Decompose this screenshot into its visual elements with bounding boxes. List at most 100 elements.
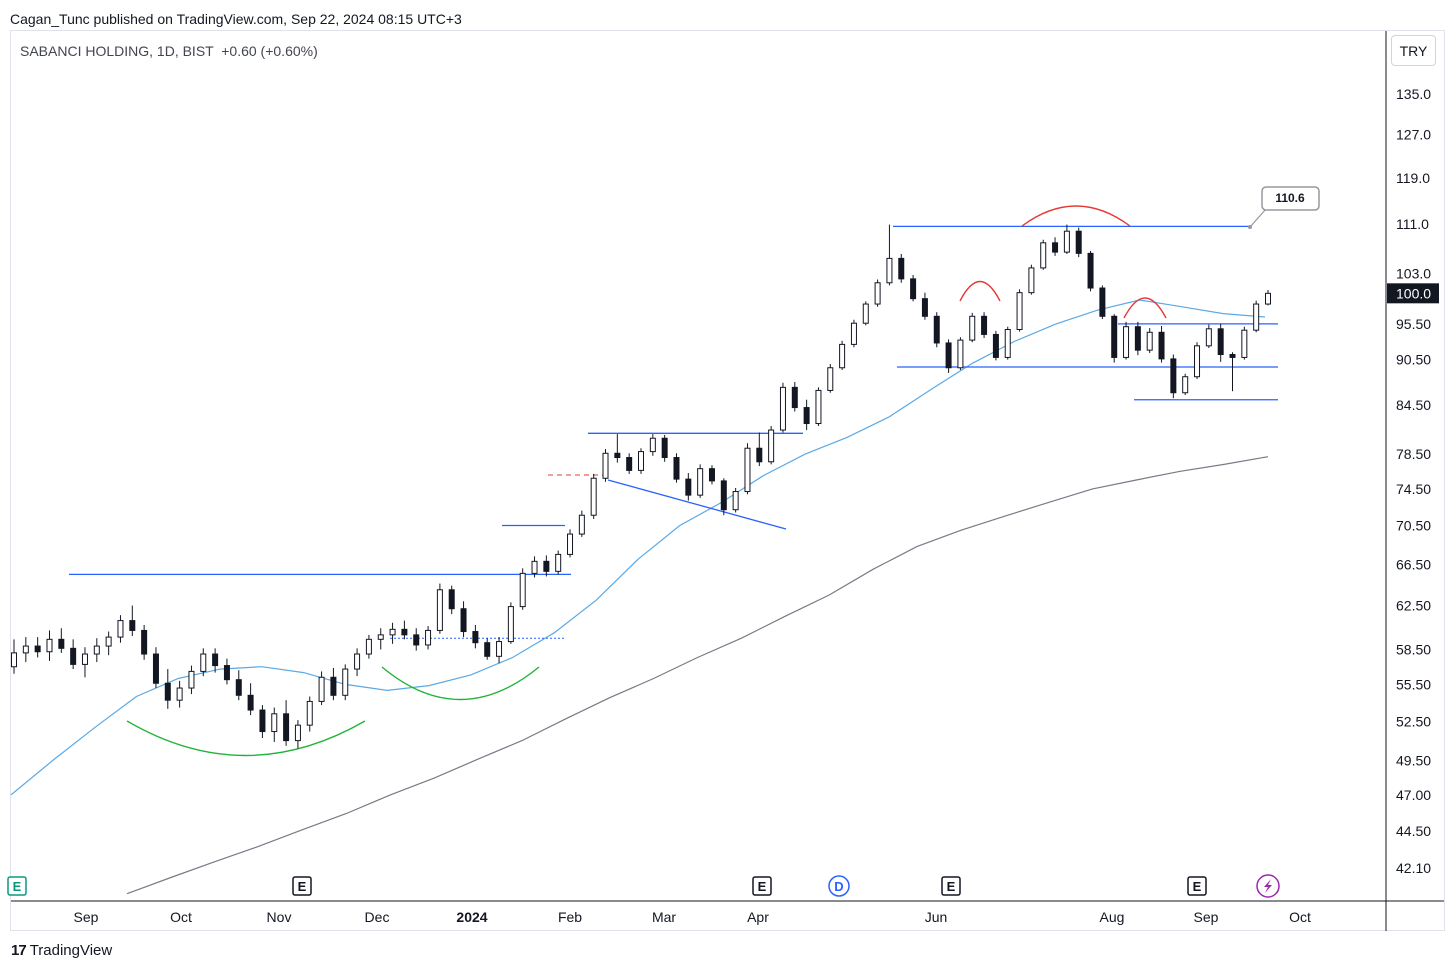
dividend-marker-label: D — [834, 879, 843, 894]
callout-pointer — [1249, 208, 1267, 228]
brand-name: TradingView — [29, 942, 113, 959]
earnings-marker-label: E — [947, 879, 956, 894]
last-price-label: 100.0 — [1396, 285, 1431, 301]
y-tick-label: 62.50 — [1396, 598, 1431, 614]
y-tick-label: 52.50 — [1396, 713, 1431, 729]
candle-body — [1182, 376, 1189, 394]
candle-body — [1205, 328, 1212, 347]
tradingview-brand[interactable]: 17 TradingView — [11, 942, 112, 959]
y-tick-label: 66.50 — [1396, 556, 1431, 572]
price-callout-box — [1261, 186, 1320, 211]
candle-body — [507, 606, 514, 643]
candle-body — [1217, 328, 1224, 356]
candle-body — [555, 553, 562, 572]
currency-button[interactable]: TRY — [1391, 35, 1436, 66]
candle-body — [862, 303, 869, 324]
candle-body — [401, 628, 408, 636]
y-tick-label: 49.50 — [1396, 752, 1431, 768]
x-tick-label: Jun — [925, 909, 948, 925]
candle-body — [649, 437, 656, 453]
candle-body — [578, 514, 585, 535]
symbol-legend[interactable]: SABANCI HOLDING, 1D, BIST +0.60 (+0.60%) — [20, 43, 318, 59]
candle-body — [590, 477, 597, 516]
candle-body — [46, 638, 53, 653]
candle-body — [1158, 331, 1165, 360]
candle-body — [1004, 328, 1011, 358]
earnings-marker-icon[interactable] — [752, 876, 772, 896]
candle-body — [448, 589, 455, 610]
y-tick-label: 78.50 — [1396, 446, 1431, 462]
y-tick-label: 135.0 — [1396, 86, 1431, 102]
chart-frame — [10, 30, 1445, 931]
candle-body — [756, 447, 763, 463]
x-tick-label: Apr — [747, 909, 769, 925]
candle-body — [81, 653, 88, 665]
candle-body — [1063, 230, 1070, 253]
candle-body — [1052, 242, 1059, 253]
candle-body — [567, 533, 574, 555]
candle-body — [354, 653, 361, 670]
earnings-marker-icon[interactable] — [1187, 876, 1207, 896]
x-tick-label: Feb — [558, 909, 582, 925]
candle-body — [129, 620, 136, 631]
candle-body — [1087, 252, 1094, 289]
candle-body — [708, 468, 715, 482]
candle-body — [626, 457, 633, 471]
candle-body — [141, 629, 148, 655]
candle-body — [271, 713, 278, 733]
candle-body — [484, 642, 491, 657]
candle-body — [11, 652, 17, 668]
lightning-bolt-icon — [1264, 879, 1272, 893]
price-callout-label: 110.6 — [1275, 191, 1305, 205]
candle-body — [1241, 329, 1248, 358]
earnings-marker-label: E — [13, 879, 22, 894]
y-tick-label: 44.50 — [1396, 823, 1431, 839]
y-tick-label: 58.50 — [1396, 641, 1431, 657]
y-tick-label: 42.10 — [1396, 860, 1431, 876]
candle-body — [1194, 345, 1201, 378]
candle-body — [223, 665, 230, 681]
y-tick-label: 84.50 — [1396, 397, 1431, 413]
x-tick-label: Aug — [1100, 909, 1125, 925]
candle-body — [732, 491, 739, 511]
candle-body — [685, 478, 692, 496]
x-tick-label: Oct — [170, 909, 192, 925]
candle-body — [697, 468, 704, 496]
ma-short-line — [10, 299, 1266, 796]
candle-body — [413, 634, 420, 646]
flag-bottom-line — [607, 479, 787, 530]
x-tick-label: 2024 — [456, 909, 487, 925]
y-tick-label: 47.00 — [1396, 787, 1431, 803]
candle-body — [212, 653, 219, 667]
candle-body — [874, 282, 881, 305]
tradingview-logo-icon: 17 — [11, 942, 27, 959]
rounded-bottom-arc — [126, 720, 366, 757]
candle-body — [164, 682, 171, 701]
candle-body — [283, 713, 290, 742]
candle-body — [365, 638, 372, 655]
earnings-marker-label: E — [1193, 879, 1202, 894]
callout-anchor — [1248, 225, 1252, 229]
candle-body — [1134, 326, 1141, 351]
earnings-marker-icon[interactable] — [941, 876, 961, 896]
candle-body — [519, 572, 526, 608]
y-tick-label: 111.0 — [1396, 216, 1429, 232]
rounded-bottom-arc — [381, 666, 540, 701]
candle-body — [176, 687, 183, 701]
y-tick-label: 127.0 — [1396, 127, 1431, 143]
candle-body — [330, 676, 337, 696]
earnings-marker-icon[interactable] — [7, 876, 27, 896]
candle-body — [235, 679, 242, 696]
earnings-marker-icon[interactable] — [292, 876, 312, 896]
candle-body — [898, 257, 905, 280]
candle-body — [602, 452, 609, 479]
candle-body — [815, 389, 822, 425]
candle-body — [1123, 326, 1130, 358]
y-tick-label: 70.50 — [1396, 518, 1431, 534]
candle-body — [981, 315, 988, 335]
rounded-top-arc — [1021, 205, 1131, 227]
candle-body — [1229, 354, 1236, 358]
dividend-marker-icon[interactable] — [828, 875, 850, 897]
candle-body — [22, 645, 29, 654]
